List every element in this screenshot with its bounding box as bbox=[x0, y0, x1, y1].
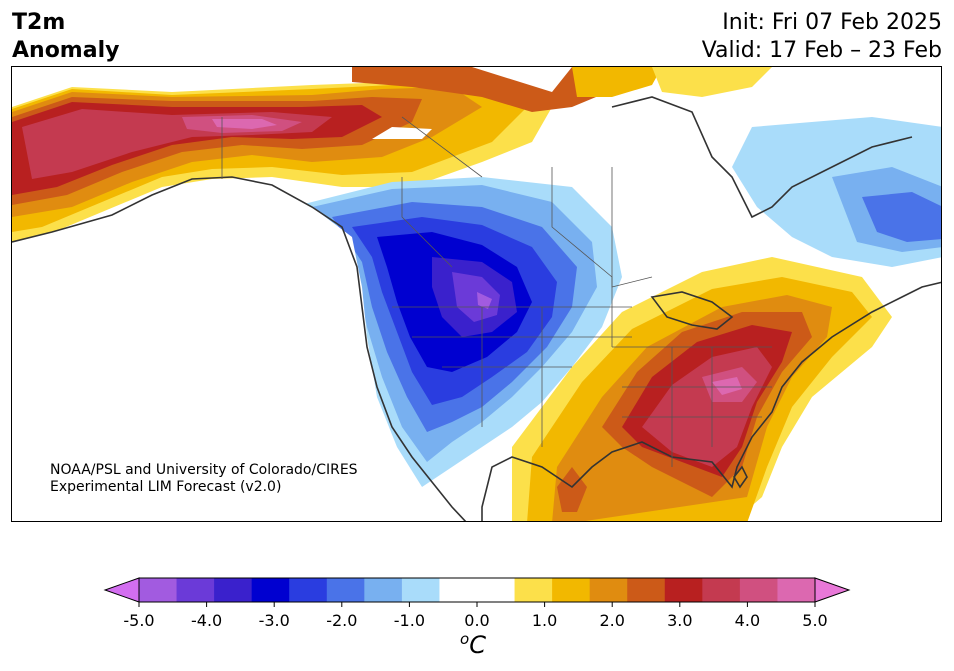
colorbar-tick-label: 3.0 bbox=[667, 611, 692, 630]
colorbar-tick-label: 1.0 bbox=[532, 611, 557, 630]
credit-line-1: NOAA/PSL and University of Colorado/CIRE… bbox=[50, 462, 358, 478]
colorbar-segment bbox=[214, 578, 253, 602]
unit-degree-symbol: o bbox=[460, 630, 470, 648]
anomaly-map: NOAA/PSL and University of Colorado/CIRE… bbox=[11, 66, 942, 522]
colorbar-segment bbox=[627, 578, 666, 602]
forecast-dates: Init: Fri 07 Feb 2025 Valid: 17 Feb – 23… bbox=[702, 9, 942, 65]
map-title: T2m Anomaly bbox=[12, 9, 119, 65]
alaska-warm-anomaly bbox=[12, 67, 772, 242]
colorbar-tick-label: -3.0 bbox=[259, 611, 290, 630]
colorbar-segment bbox=[439, 578, 478, 602]
colorbar-tick-label: -4.0 bbox=[191, 611, 222, 630]
colorbar-tick-label: -2.0 bbox=[326, 611, 357, 630]
title-variable: T2m bbox=[12, 10, 66, 35]
colorbar-segment bbox=[514, 578, 553, 602]
colorbar-segment bbox=[401, 578, 440, 602]
colorbar-tick-label: -5.0 bbox=[123, 611, 154, 630]
state-borders bbox=[221, 116, 772, 467]
quebec-cool-anomaly bbox=[732, 117, 941, 267]
credit-text: NOAA/PSL and University of Colorado/CIRE… bbox=[50, 462, 358, 496]
colorbar-tick-label: -1.0 bbox=[394, 611, 425, 630]
colorbar-segment bbox=[251, 578, 290, 602]
colorbar-segment bbox=[664, 578, 703, 602]
colorbar-segment bbox=[589, 578, 628, 602]
colorbar-outline bbox=[138, 577, 816, 603]
colorbar-segment bbox=[364, 578, 403, 602]
credit-line-2: Experimental LIM Forecast (v2.0) bbox=[50, 479, 282, 495]
unit-letter: C bbox=[469, 631, 486, 659]
colorbar-tick-label: 4.0 bbox=[735, 611, 760, 630]
colorbar-tick-label: 2.0 bbox=[599, 611, 624, 630]
colorbar-segment bbox=[777, 578, 816, 602]
colorbar-segment bbox=[477, 578, 516, 602]
colorbar-segment bbox=[139, 578, 178, 602]
colorbar-segment bbox=[289, 578, 328, 602]
colorbar-tick-label: 5.0 bbox=[802, 611, 827, 630]
init-date-label: Init: Fri 07 Feb 2025 bbox=[722, 10, 942, 35]
coastlines bbox=[12, 96, 941, 521]
colorbar-under-arrow bbox=[103, 577, 140, 603]
title-type: Anomaly bbox=[12, 38, 120, 63]
colorbar-segment bbox=[702, 578, 741, 602]
map-canvas bbox=[12, 67, 941, 521]
colorbar-over-arrow bbox=[814, 577, 851, 603]
valid-date-label: Valid: 17 Feb – 23 Feb bbox=[701, 38, 942, 63]
ocean-mask bbox=[12, 127, 432, 521]
colorbar-segment bbox=[326, 578, 365, 602]
colorbar-segment bbox=[552, 578, 591, 602]
colorbar-tick-label: 0.0 bbox=[464, 611, 489, 630]
colorbar-unit: oC bbox=[460, 630, 486, 659]
colorbar-segment bbox=[739, 578, 778, 602]
colorbar-segment bbox=[176, 578, 215, 602]
